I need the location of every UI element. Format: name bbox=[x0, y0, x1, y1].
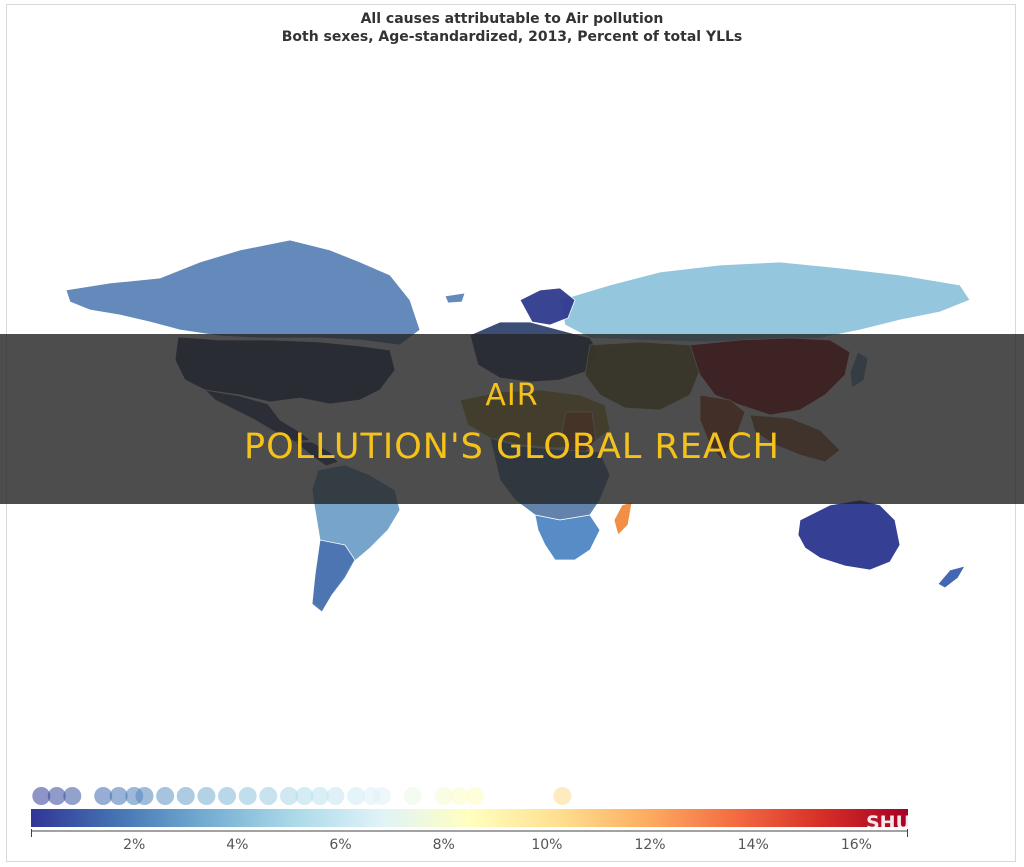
region-australia[interactable] bbox=[798, 500, 900, 570]
legend-tick-label: 16% bbox=[831, 837, 881, 853]
legend-tick-label: 14% bbox=[728, 837, 778, 853]
region-southern-africa[interactable] bbox=[535, 515, 600, 560]
region-new-zealand[interactable] bbox=[938, 566, 965, 588]
legend-tick-label: 6% bbox=[316, 837, 366, 853]
legend-tick-label: 12% bbox=[625, 837, 675, 853]
legend-tick-label: 10% bbox=[522, 837, 572, 853]
legend-tick-label: 2% bbox=[109, 837, 159, 853]
region-north-america[interactable] bbox=[66, 240, 420, 345]
banner-title-line-1: AIR bbox=[0, 378, 1024, 414]
region-greenland[interactable] bbox=[445, 293, 465, 303]
region-russia[interactable] bbox=[560, 262, 970, 342]
legend-tick-label: 4% bbox=[212, 837, 262, 853]
legend-axis: 2% 4% 6% 8% 10% 12% 14% 16% bbox=[31, 829, 908, 859]
region-argentina[interactable] bbox=[312, 540, 355, 612]
legend-tick-label: 8% bbox=[419, 837, 469, 853]
legend-color-bar bbox=[31, 809, 908, 827]
region-madagascar[interactable] bbox=[614, 502, 632, 535]
title-banner: AIR POLLUTION'S GLOBAL REACH bbox=[0, 334, 1024, 504]
banner-title-line-2: POLLUTION'S GLOBAL REACH bbox=[0, 426, 1024, 468]
